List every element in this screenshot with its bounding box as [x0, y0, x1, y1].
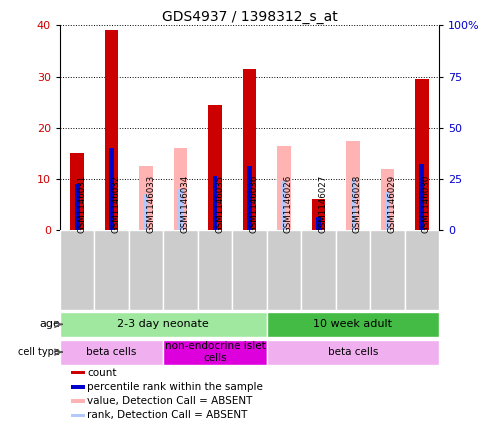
Bar [316, 217, 321, 230]
Bar [267, 312, 439, 337]
Text: value, Detection Call = ABSENT: value, Detection Call = ABSENT [87, 396, 252, 406]
Text: age: age [39, 319, 60, 330]
Text: GSM1146032: GSM1146032 [112, 175, 121, 233]
Bar [129, 230, 163, 310]
Text: GSM1146035: GSM1146035 [215, 175, 224, 233]
Bar [109, 148, 114, 230]
Bar [163, 230, 198, 310]
Bar [139, 166, 153, 230]
Bar [420, 164, 424, 230]
Bar [208, 105, 222, 230]
Text: GSM1146028: GSM1146028 [353, 175, 362, 233]
Bar [60, 340, 163, 365]
Bar [174, 148, 188, 230]
Bar [370, 230, 405, 310]
Text: cell type: cell type [18, 347, 60, 357]
Bar [385, 192, 390, 230]
Text: GSM1146033: GSM1146033 [146, 175, 155, 233]
Bar [94, 230, 129, 310]
Bar [178, 189, 183, 230]
Text: 2-3 day neonate: 2-3 day neonate [117, 319, 209, 330]
Bar [277, 146, 291, 230]
Bar [60, 230, 94, 310]
Bar [75, 184, 79, 230]
Bar [105, 30, 118, 230]
Bar [381, 169, 394, 230]
Text: GSM1146026: GSM1146026 [284, 175, 293, 233]
Bar [71, 385, 85, 389]
Bar [247, 166, 252, 230]
Bar [405, 230, 439, 310]
Bar [243, 69, 256, 230]
Title: GDS4937 / 1398312_s_at: GDS4937 / 1398312_s_at [162, 10, 337, 25]
Text: GSM1146036: GSM1146036 [250, 175, 258, 233]
Bar [350, 179, 355, 230]
Text: non-endocrine islet
cells: non-endocrine islet cells [165, 341, 265, 363]
Bar [198, 230, 232, 310]
Text: GSM1146027: GSM1146027 [318, 175, 327, 233]
Text: GSM1146030: GSM1146030 [422, 175, 431, 233]
Bar [267, 230, 301, 310]
Bar [71, 414, 85, 417]
Bar [71, 399, 85, 403]
Text: GSM1146029: GSM1146029 [387, 175, 396, 233]
Bar [144, 194, 149, 230]
Text: 10 week adult: 10 week adult [313, 319, 392, 330]
Text: beta cells: beta cells [328, 347, 378, 357]
Text: GSM1146031: GSM1146031 [77, 175, 86, 233]
Bar [415, 79, 429, 230]
Bar [301, 230, 336, 310]
Bar [71, 371, 85, 374]
Text: rank, Detection Call = ABSENT: rank, Detection Call = ABSENT [87, 410, 248, 420]
Text: GSM1146034: GSM1146034 [181, 175, 190, 233]
Bar [70, 153, 84, 230]
Bar [281, 181, 286, 230]
Bar [346, 140, 360, 230]
Text: beta cells: beta cells [86, 347, 137, 357]
Text: count: count [87, 368, 117, 378]
Bar [267, 340, 439, 365]
Text: percentile rank within the sample: percentile rank within the sample [87, 382, 263, 392]
Bar [232, 230, 267, 310]
Bar [336, 230, 370, 310]
Bar [163, 340, 267, 365]
Bar [311, 199, 325, 230]
Bar [60, 312, 267, 337]
Bar [213, 176, 218, 230]
